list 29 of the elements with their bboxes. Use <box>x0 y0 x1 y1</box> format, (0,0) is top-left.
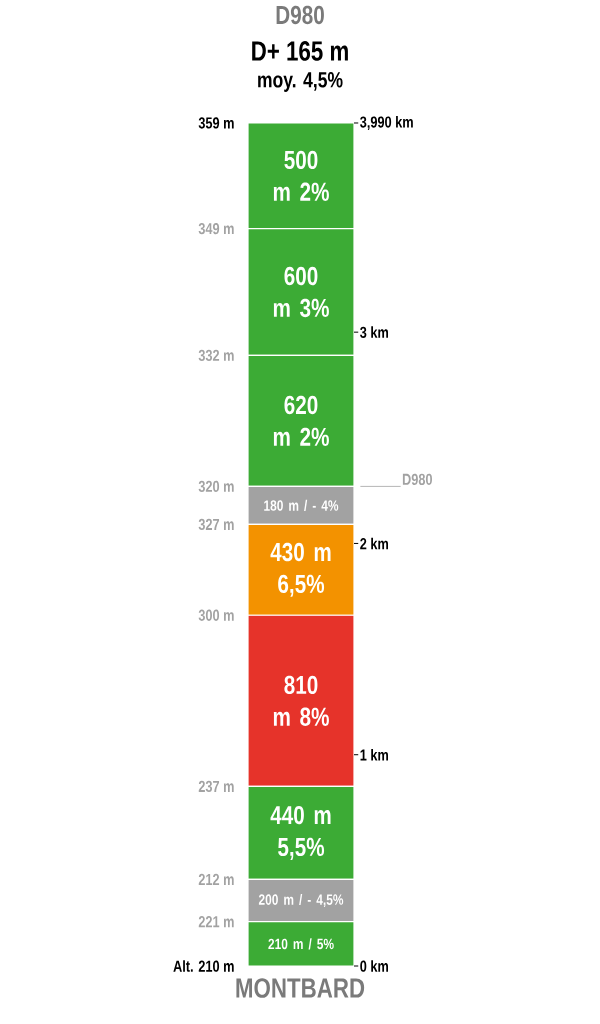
ref-line-label: 0 km <box>360 960 388 972</box>
text: 212 m <box>198 873 234 885</box>
x-axis-title: MONTBARD <box>236 978 365 998</box>
data-label: 620 m 2% <box>273 395 329 446</box>
data-label: 810 m 8% <box>273 675 329 726</box>
text: 221 m <box>198 916 234 928</box>
ref-line-label: D980 <box>402 473 432 485</box>
data-label: 180 m / - 4% <box>264 499 339 511</box>
ref-line-label: 1 km <box>360 748 388 761</box>
text: 359 m <box>198 117 234 129</box>
text: 300 m <box>198 609 234 621</box>
ref-line-label: 3 km <box>360 326 388 339</box>
text: Alt. 210 m <box>173 960 234 972</box>
text: 237 m <box>198 780 234 793</box>
text: 327 m <box>198 518 234 531</box>
data-label: 600 m 3% <box>273 266 329 318</box>
text: moy. 4,5% <box>258 72 343 92</box>
data-label: 500 m 2% <box>273 150 329 201</box>
chart-subtitle: D+ 165 m <box>252 41 348 61</box>
data-label: 440 m 5,5% <box>270 805 331 860</box>
data-label: 430 m 6,5% <box>270 542 331 597</box>
ref-line-label: 2 km <box>360 537 388 550</box>
data-label: 210 m / 5% <box>268 938 334 950</box>
text: 349 m <box>198 222 234 235</box>
chart-title: D980 <box>276 5 324 25</box>
data-label: 200 m / - 4,5% <box>258 893 344 908</box>
text: 332 m <box>198 349 234 362</box>
text: 320 m <box>198 480 234 493</box>
ref-line-label: 3,990 km <box>360 115 413 130</box>
